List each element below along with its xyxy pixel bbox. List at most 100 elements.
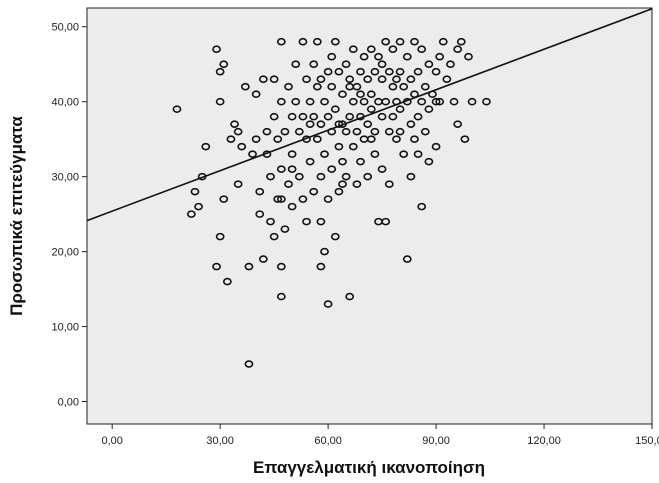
data-point (312, 135, 322, 143)
data-point (413, 150, 423, 158)
data-point (467, 97, 477, 106)
data-point (276, 262, 286, 271)
data-point (384, 180, 394, 188)
data-point (273, 135, 283, 143)
data-point (359, 97, 369, 106)
data-points (172, 37, 491, 368)
data-point (388, 112, 398, 121)
data-point (424, 105, 434, 113)
data-point (348, 45, 358, 54)
data-point (323, 195, 333, 203)
data-point (330, 232, 340, 241)
data-point (226, 135, 236, 143)
data-point (464, 52, 473, 61)
data-point (255, 187, 265, 196)
data-point (377, 75, 387, 84)
data-point (269, 75, 279, 84)
data-point (345, 82, 355, 91)
data-point (406, 120, 416, 128)
data-point (374, 52, 383, 61)
data-point (215, 97, 225, 106)
data-point (345, 292, 355, 301)
data-point (453, 120, 463, 128)
data-point (186, 210, 196, 218)
data-point (323, 300, 333, 308)
data-point (338, 180, 347, 188)
data-point (334, 142, 344, 151)
data-point (435, 52, 445, 61)
data-point (410, 37, 419, 46)
data-point (244, 360, 254, 368)
data-point (366, 90, 376, 98)
data-point (438, 37, 448, 46)
data-point (395, 67, 405, 76)
data-point (294, 172, 304, 181)
data-point (305, 120, 315, 128)
data-point (287, 202, 297, 211)
regression-line (86, 8, 653, 222)
data-point (305, 97, 315, 106)
x-axis-title: Επαγγελματική ικανοποίηση (253, 458, 485, 477)
data-point (276, 165, 286, 173)
x-tick-label: 30,00 (206, 435, 234, 447)
data-point (201, 142, 211, 151)
data-point (320, 247, 329, 256)
data-point (258, 255, 268, 263)
data-point (377, 165, 387, 173)
data-point (431, 142, 441, 151)
data-point (406, 172, 416, 181)
data-point (449, 97, 459, 106)
data-point (323, 67, 333, 76)
data-point (320, 150, 329, 158)
data-point (460, 135, 470, 143)
data-point (370, 150, 380, 158)
data-point (269, 232, 279, 241)
data-point (392, 135, 401, 143)
data-point (334, 67, 344, 76)
data-point (233, 127, 243, 136)
data-point (377, 60, 387, 69)
data-point (363, 172, 373, 181)
data-point (348, 97, 358, 106)
x-tick-label: 120,00 (527, 435, 561, 447)
data-point (388, 45, 398, 54)
data-point (291, 97, 301, 106)
x-tick-label: 0,00 (101, 435, 122, 447)
data-point (330, 37, 340, 46)
data-point (284, 82, 293, 91)
data-point (309, 187, 319, 196)
data-point (255, 210, 265, 218)
data-point (194, 202, 203, 211)
data-point (410, 135, 419, 143)
data-point (233, 180, 243, 188)
data-point (356, 90, 365, 98)
data-point (370, 127, 380, 136)
data-point (446, 60, 455, 69)
data-point (399, 82, 409, 91)
data-point (345, 112, 355, 121)
data-point (327, 52, 337, 61)
data-point (316, 262, 326, 271)
data-point (348, 142, 358, 151)
y-tick-label: 30,00 (51, 172, 79, 184)
data-point (190, 187, 200, 196)
y-tick-label: 20,00 (51, 247, 79, 259)
data-point (327, 165, 337, 173)
x-tick-label: 150,00 (635, 435, 659, 447)
data-point (363, 75, 373, 84)
data-point (219, 60, 229, 69)
data-point (219, 195, 229, 203)
data-point (370, 67, 380, 76)
data-point (352, 180, 362, 188)
data-point (298, 37, 308, 46)
y-tick-label: 10,00 (51, 322, 79, 334)
data-point (309, 112, 319, 121)
data-point (258, 75, 268, 84)
data-point (320, 97, 329, 106)
data-point (316, 217, 326, 226)
data-point (248, 150, 257, 158)
data-point (420, 82, 430, 91)
data-point (316, 172, 326, 181)
data-point (338, 157, 347, 166)
